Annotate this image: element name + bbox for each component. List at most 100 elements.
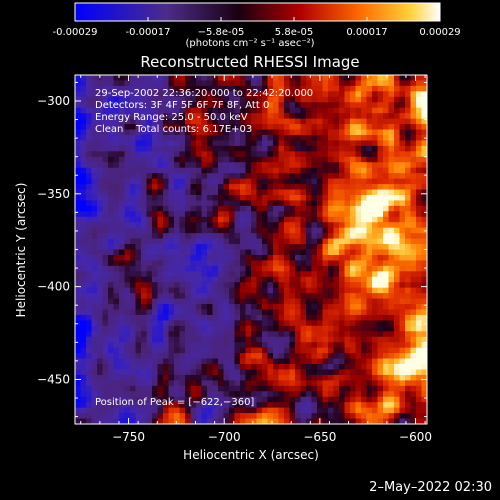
heatmap-cell [119,336,126,343]
heatmap-cell [179,80,186,87]
heatmap-cell [350,418,357,424]
heatmap-cell [240,287,247,294]
heatmap-cell [80,129,87,136]
heatmap-cell [262,178,269,185]
heatmap-cell [410,293,417,300]
heatmap-cell [383,173,390,180]
heatmap-cell [207,96,214,103]
heatmap-cell [278,358,285,365]
heatmap-cell [86,91,93,98]
heatmap-cell [306,287,313,294]
heatmap-cell [311,85,318,92]
heatmap-cell [394,402,401,409]
heatmap-cell [91,402,98,409]
heatmap-cell [333,413,340,420]
heatmap-cell [207,129,214,136]
heatmap-cell [366,80,373,87]
heatmap-cell [344,91,351,98]
heatmap-cell [223,309,230,316]
heatmap-cell [240,233,247,240]
heatmap-cell [218,145,225,152]
heatmap-cell [328,134,335,142]
heatmap-cell [377,298,384,305]
heatmap-cell [317,265,324,272]
heatmap-cell [146,331,153,338]
heatmap-cell [300,233,307,240]
heatmap-cell [179,216,186,223]
heatmap-cell [278,265,285,272]
heatmap-cell [229,238,236,245]
heatmap-cell [328,227,335,234]
heatmap-cell [185,380,192,387]
heatmap-cell [366,200,373,207]
heatmap-cell [168,385,175,392]
heatmap-cell [350,211,357,218]
heatmap-cell [328,249,335,256]
heatmap-cell [157,369,164,376]
heatmap-cell [262,276,269,283]
heatmap-cell [97,342,104,349]
heatmap-cell [355,244,362,251]
heatmap-cell [229,380,236,387]
heatmap-cell [262,156,269,163]
heatmap-cell [366,249,373,256]
heatmap-cell [179,265,186,272]
heatmap-cell [157,75,164,82]
heatmap-cell [229,189,236,196]
heatmap-cell [240,282,247,289]
heatmap-cell [399,205,406,212]
heatmap-cell [146,129,153,136]
heatmap-cell [157,238,164,245]
heatmap-cell [322,331,329,338]
heatmap-cell [410,298,417,305]
heatmap-cell [130,265,137,272]
heatmap-cell [267,347,274,354]
heatmap-cell [317,271,324,278]
heatmap-cell [185,309,192,316]
heatmap-cell [262,91,269,98]
heatmap-cell [377,156,384,163]
heatmap-cell [289,402,296,409]
heatmap-cell [80,385,87,392]
heatmap-cell [416,80,423,87]
heatmap-cell [179,293,186,300]
heatmap-cell [350,298,357,305]
heatmap-cell [388,194,395,202]
heatmap-cell [108,265,115,272]
heatmap-cell [350,162,357,169]
heatmap-cell [135,162,142,169]
heatmap-cell [91,407,98,414]
heatmap-cell [267,304,274,311]
heatmap-cell [388,413,395,420]
heatmap-cell [157,194,164,202]
heatmap-cell [185,96,192,103]
heatmap-cell [108,309,115,316]
heatmap-cell [218,353,225,360]
heatmap-cell [124,385,131,392]
heatmap-cell [361,265,368,272]
heatmap-cell [86,364,93,371]
heatmap-cell [300,293,307,300]
heatmap-cell [350,140,357,147]
heatmap-cell [234,380,241,387]
heatmap-cell [108,184,115,191]
heatmap-cell [240,80,247,87]
heatmap-cell [284,156,291,163]
heatmap-cell [388,402,395,409]
heatmap-cell [410,156,417,163]
heatmap-cell [405,358,412,365]
heatmap-cell [185,184,192,191]
heatmap-cell [108,145,115,152]
heatmap-cell [174,200,181,207]
heatmap-cell [190,118,197,125]
heatmap-cell [322,102,329,109]
heatmap-cell [223,75,230,82]
heatmap-cell [388,75,395,82]
heatmap-cell [113,364,120,371]
heatmap-cell [207,75,214,82]
heatmap-cell [108,151,115,158]
heatmap-cell [223,353,230,360]
heatmap-cell [168,134,175,142]
heatmap-cell [322,75,329,82]
heatmap-cell [80,118,87,125]
